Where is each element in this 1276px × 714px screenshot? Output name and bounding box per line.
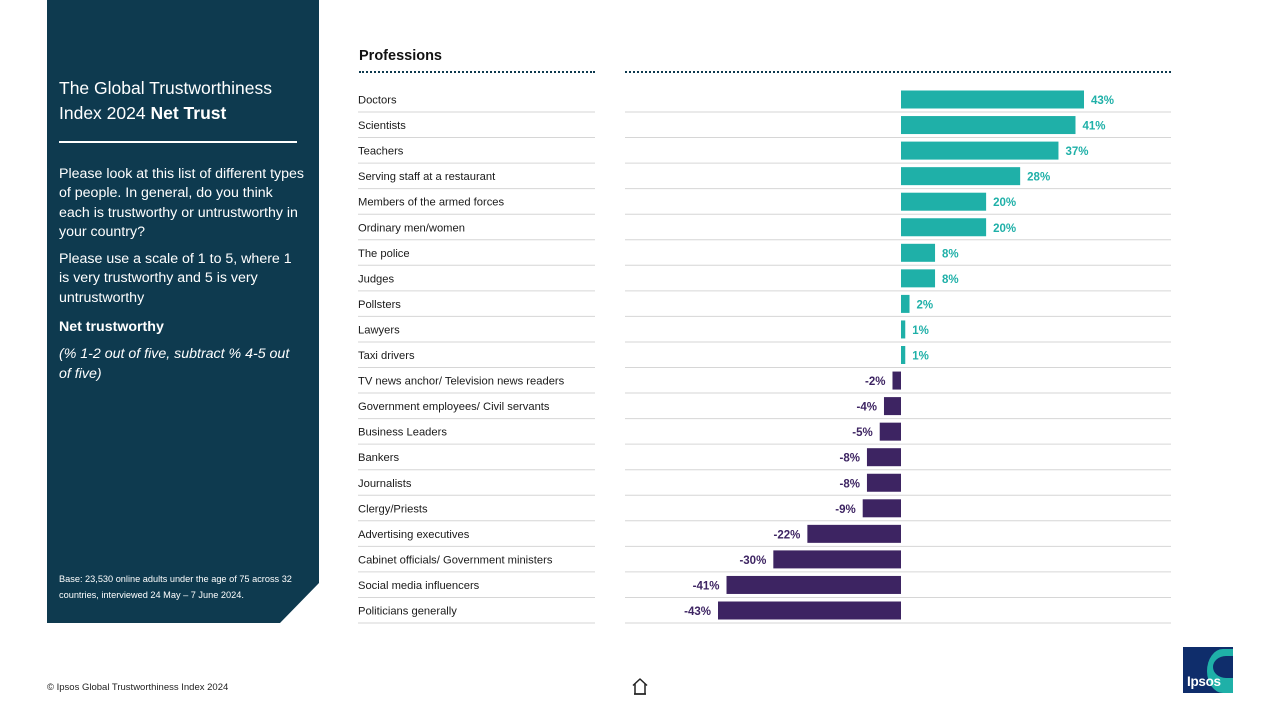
data-label: 20%	[993, 197, 1016, 209]
category-label: Business Leaders	[358, 427, 447, 439]
bar	[718, 601, 901, 620]
category-label: Government employees/ Civil servants	[358, 401, 550, 413]
footer-copyright: © Ipsos Global Trustworthiness Index 202…	[47, 682, 229, 693]
data-label: -41%	[693, 580, 720, 592]
bar	[862, 499, 901, 518]
category-label: Members of the armed forces	[358, 197, 505, 209]
data-label: 1%	[912, 351, 929, 363]
data-label: -8%	[840, 478, 860, 490]
category-label: Clergy/Priests	[358, 503, 428, 515]
category-label: TV news anchor/ Television news readers	[358, 376, 565, 388]
bar	[892, 371, 901, 390]
category-label: Serving staff at a restaurant	[358, 171, 496, 183]
header-dotted-rule-right	[625, 71, 1171, 73]
category-label: Advertising executives	[358, 529, 470, 541]
base-note: Base: 23,530 online adults under the age…	[59, 574, 292, 600]
data-label: -43%	[684, 606, 711, 618]
net-note: (% 1-2 out of five, subtract % 4-5 out o…	[59, 346, 290, 382]
bar	[726, 575, 901, 594]
panel-divider	[59, 141, 297, 143]
category-label: Ordinary men/women	[358, 222, 465, 234]
category-label: Scientists	[358, 120, 406, 132]
category-label: Politicians generally	[358, 606, 457, 618]
bar	[901, 141, 1059, 160]
panel-title-regular: The Global Trustworthiness Index 2024	[59, 78, 273, 123]
bar	[901, 320, 906, 339]
logo-text: Ipsos	[1187, 674, 1221, 689]
category-label: Bankers	[358, 452, 399, 464]
net-label: Net trustworthy	[59, 319, 164, 336]
bar	[901, 167, 1021, 186]
bar	[807, 524, 901, 543]
bar	[901, 294, 910, 313]
question-panel: The Global Trustworthiness Index 2024 Ne…	[47, 0, 319, 623]
chart-title: Professions	[359, 48, 442, 64]
data-label: 43%	[1091, 95, 1114, 107]
bar	[866, 448, 901, 467]
ipsos-logo: Ipsos	[1183, 647, 1233, 693]
bar	[901, 346, 906, 364]
data-label: -30%	[739, 555, 766, 567]
panel-title: The Global Trustworthiness Index 2024 Ne…	[59, 76, 299, 126]
panel-title-bold: Net Trust	[150, 103, 227, 123]
bar	[773, 550, 901, 569]
category-label: Judges	[358, 273, 394, 285]
bar	[879, 422, 901, 441]
question-2: Please use a scale of 1 to 5, where 1 is…	[59, 251, 292, 306]
bar	[901, 218, 987, 237]
bar	[901, 116, 1076, 135]
bar	[901, 90, 1084, 109]
data-label: 41%	[1082, 121, 1105, 133]
category-label: Cabinet officials/ Government ministers	[358, 554, 553, 566]
data-label: 8%	[942, 248, 959, 260]
data-label: -22%	[774, 529, 801, 541]
data-label: 37%	[1065, 146, 1088, 158]
bar	[901, 192, 987, 211]
bar	[901, 243, 936, 262]
data-label: 20%	[993, 223, 1016, 235]
category-label: Doctors	[358, 95, 397, 107]
question-1: Please look at this list of different ty…	[59, 166, 304, 240]
question-text: Please look at this list of different ty…	[59, 165, 304, 392]
category-label: Teachers	[358, 146, 404, 158]
data-label: -8%	[840, 453, 860, 465]
home-icon[interactable]	[630, 676, 650, 696]
bar	[883, 397, 901, 416]
category-label: Pollsters	[358, 299, 401, 311]
logo-swoosh-inner	[1213, 656, 1233, 678]
data-label: -4%	[857, 402, 877, 414]
data-label: -2%	[865, 376, 885, 388]
bar	[866, 473, 901, 492]
data-label: 28%	[1027, 172, 1050, 184]
category-label: Taxi drivers	[358, 350, 415, 362]
data-label: -5%	[852, 427, 872, 439]
data-label: 1%	[912, 325, 929, 337]
category-label: Lawyers	[358, 324, 400, 336]
data-label: 2%	[917, 299, 934, 311]
category-label: Social media influencers	[358, 580, 480, 592]
category-label: Journalists	[358, 478, 412, 490]
data-label: -9%	[835, 504, 855, 516]
data-label: 8%	[942, 274, 959, 286]
category-label: The police	[358, 248, 410, 260]
bar	[901, 269, 936, 288]
header-dotted-rule-left	[359, 71, 595, 73]
